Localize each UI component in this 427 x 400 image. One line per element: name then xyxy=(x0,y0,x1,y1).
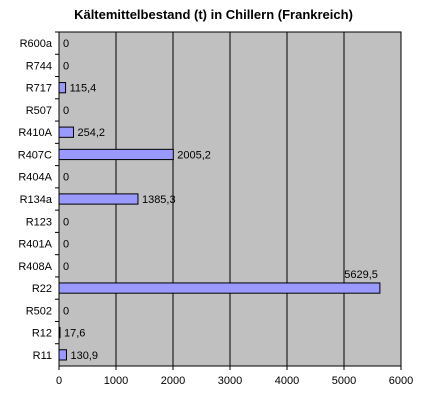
bar-r717 xyxy=(58,82,67,94)
y-tick-label-r410a: R410A xyxy=(18,127,52,139)
y-tick-label-r507: R507 xyxy=(26,105,52,117)
data-label-r11: 130,9 xyxy=(70,350,98,362)
y-tick-label-r404a: R404A xyxy=(18,172,52,184)
y-tick-label-r134a: R134a xyxy=(20,194,53,206)
data-label-r401a: 0 xyxy=(63,239,69,251)
data-label-r12: 17,6 xyxy=(64,328,85,340)
x-tick-label-4000: 4000 xyxy=(275,375,299,387)
data-label-r134a: 1385,3 xyxy=(142,194,176,206)
x-tick-label-6000: 6000 xyxy=(389,375,413,387)
bar-r11 xyxy=(58,349,67,361)
data-label-r600a: 0 xyxy=(63,38,69,50)
x-tick-label-2000: 2000 xyxy=(161,375,185,387)
data-label-r404a: 0 xyxy=(63,172,69,184)
y-tick-label-r12: R12 xyxy=(32,328,52,340)
x-tick-label-0: 0 xyxy=(56,375,62,387)
bar-r22 xyxy=(58,282,381,294)
chart-title: Kältemittelbestand (t) in Chillern (Fran… xyxy=(74,7,353,22)
y-tick-label-r401a: R401A xyxy=(18,239,52,251)
data-label-r507: 0 xyxy=(63,105,69,117)
x-tick-label-3000: 3000 xyxy=(218,375,242,387)
data-label-r22: 5629,5 xyxy=(344,269,378,281)
y-tick-label-r11: R11 xyxy=(33,350,52,362)
bar-r407c xyxy=(58,148,174,161)
y-tick-label-r408a: R408A xyxy=(18,261,52,273)
y-tick-label-r744: R744 xyxy=(26,60,52,72)
data-label-r502: 0 xyxy=(63,305,69,317)
y-tick-label-r22: R22 xyxy=(32,283,52,295)
bar-r12 xyxy=(58,326,61,339)
y-tick-label-r123: R123 xyxy=(26,216,52,228)
y-tick-label-r502: R502 xyxy=(26,305,52,317)
y-tick-label-r600a: R600a xyxy=(20,38,53,50)
x-tick-label-1000: 1000 xyxy=(104,375,128,387)
y-tick-label-r717: R717 xyxy=(26,83,52,95)
data-label-r123: 0 xyxy=(63,216,69,228)
data-label-r410a: 254,2 xyxy=(77,127,105,139)
data-label-r408a: 0 xyxy=(63,261,69,273)
bar-r134a xyxy=(58,193,139,205)
data-label-r407c: 2005,2 xyxy=(177,149,211,161)
x-tick-label-5000: 5000 xyxy=(332,375,356,387)
data-label-r717: 115,4 xyxy=(70,83,97,95)
data-label-r744: 0 xyxy=(63,60,69,72)
y-tick-label-r407c: R407C xyxy=(18,149,52,161)
bar-r410a xyxy=(58,126,74,138)
